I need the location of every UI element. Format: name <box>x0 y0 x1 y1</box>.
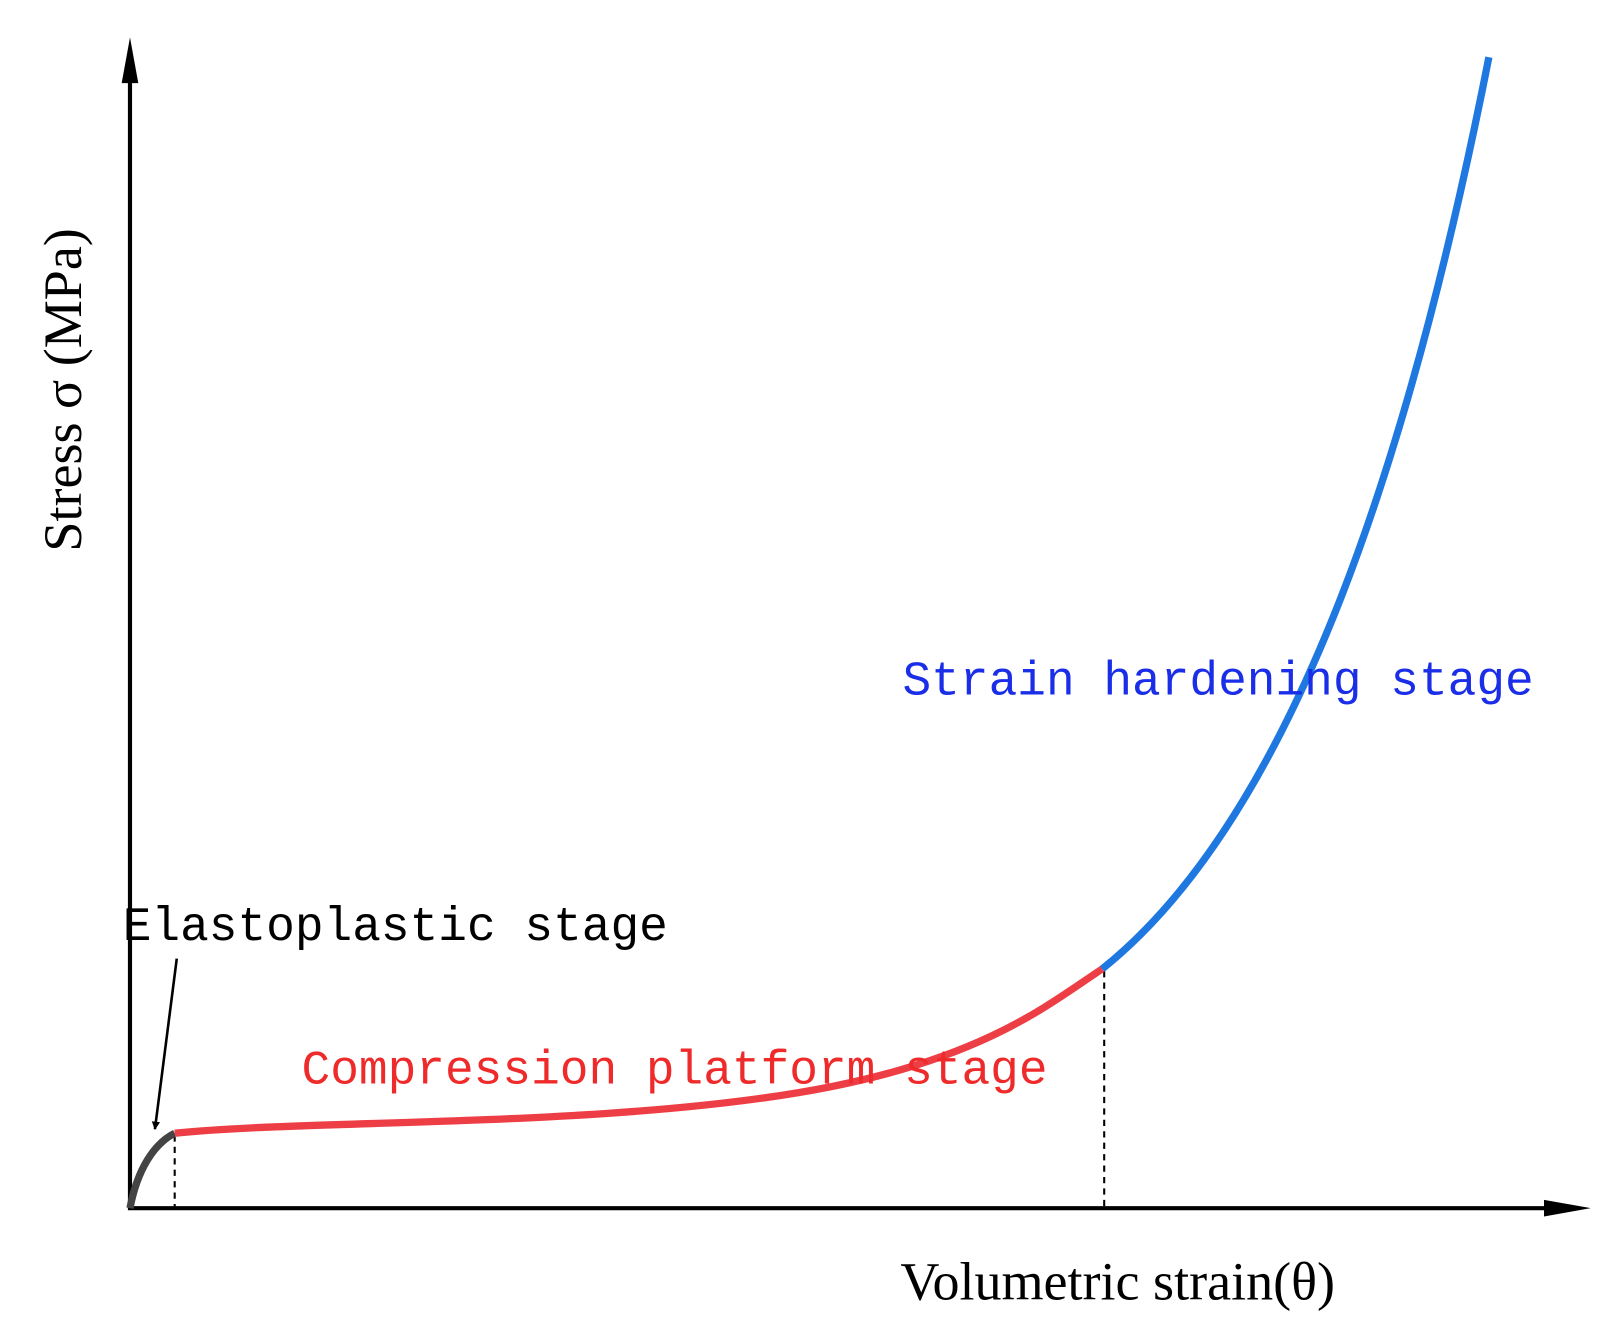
elastoplastic-curve <box>126 1130 177 1209</box>
y-axis-label: Stress σ (MPa) <box>33 228 93 551</box>
platform-label: Compression platform stage <box>302 1044 1048 1098</box>
hardening-label: Strain hardening stage <box>902 656 1533 710</box>
elastoplastic-label: Elastoplastic stage <box>123 901 668 955</box>
x-axis-label: Volumetric strain(θ) <box>900 1252 1335 1312</box>
platform-curve <box>174 965 1105 1137</box>
annotation-arrow <box>151 958 179 1130</box>
hardening-curve <box>1099 56 1493 972</box>
y-axis-arrow <box>121 37 139 84</box>
x-axis-arrow <box>1544 1199 1591 1217</box>
